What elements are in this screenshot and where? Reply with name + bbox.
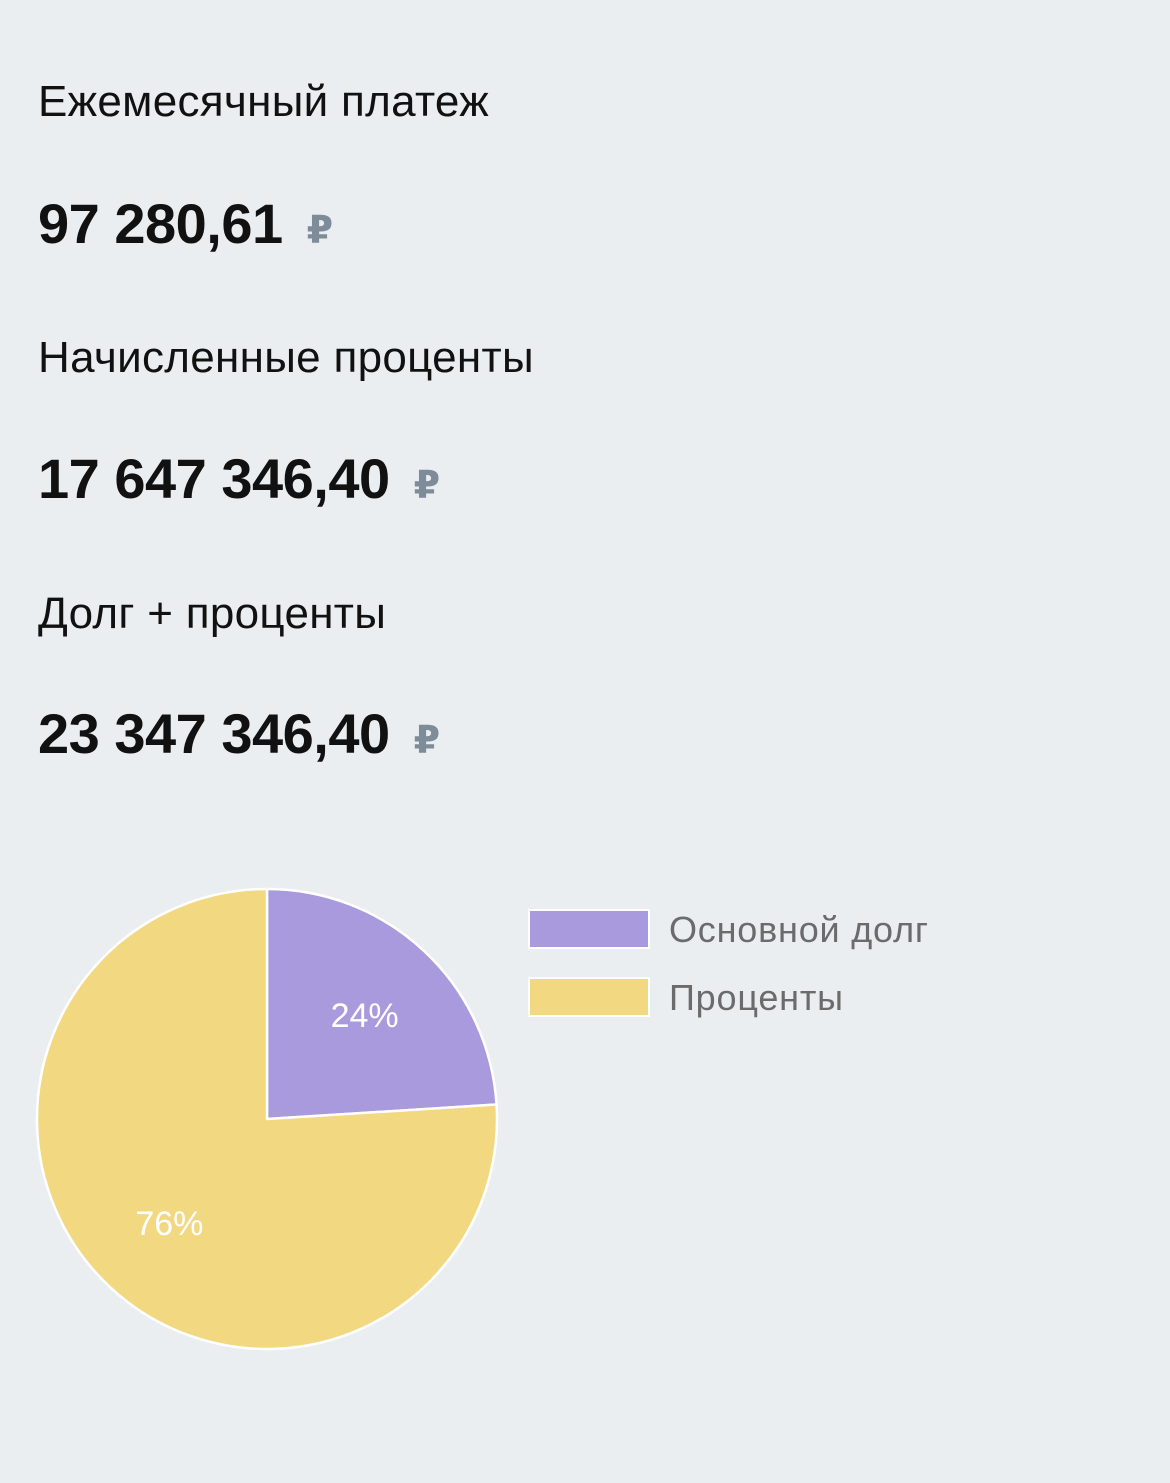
monthly-payment-label: Ежемесячный платеж <box>38 77 489 126</box>
pie-slice-interest <box>35 887 499 1351</box>
loan-structure-pie-chart: 24% 76% Основной долг Проценты <box>35 887 929 1351</box>
pie-labels: 24% 76% <box>135 997 398 1243</box>
total-debt-label: Долг + проценты <box>38 589 387 638</box>
total-debt-value: 23 347 346,40 ₽ <box>38 706 440 762</box>
chart-legend: Основной долг Проценты <box>528 909 929 1018</box>
legend-label-principal: Основной долг <box>669 909 929 950</box>
monthly-payment-amount: 97 280,61 <box>38 192 283 255</box>
accrued-interest-amount: 17 647 346,40 <box>38 447 390 510</box>
pie-label-interest: 76% <box>135 1205 203 1243</box>
legend-swatch-principal <box>528 909 650 949</box>
ruble-icon: ₽ <box>413 720 441 762</box>
monthly-payment-value: 97 280,61 ₽ <box>38 196 333 252</box>
ruble-icon: ₽ <box>306 210 334 252</box>
legend-label-interest: Проценты <box>669 977 844 1018</box>
pie-slices <box>35 887 499 1351</box>
legend-swatch-interest <box>528 977 650 1017</box>
ruble-icon: ₽ <box>413 465 441 507</box>
accrued-interest-value: 17 647 346,40 ₽ <box>38 451 440 507</box>
pie-slice-principal <box>265 887 498 1121</box>
pie-label-principal: 24% <box>331 997 399 1035</box>
accrued-interest-label: Начисленные проценты <box>38 333 534 382</box>
total-debt-amount: 23 347 346,40 <box>38 702 390 765</box>
